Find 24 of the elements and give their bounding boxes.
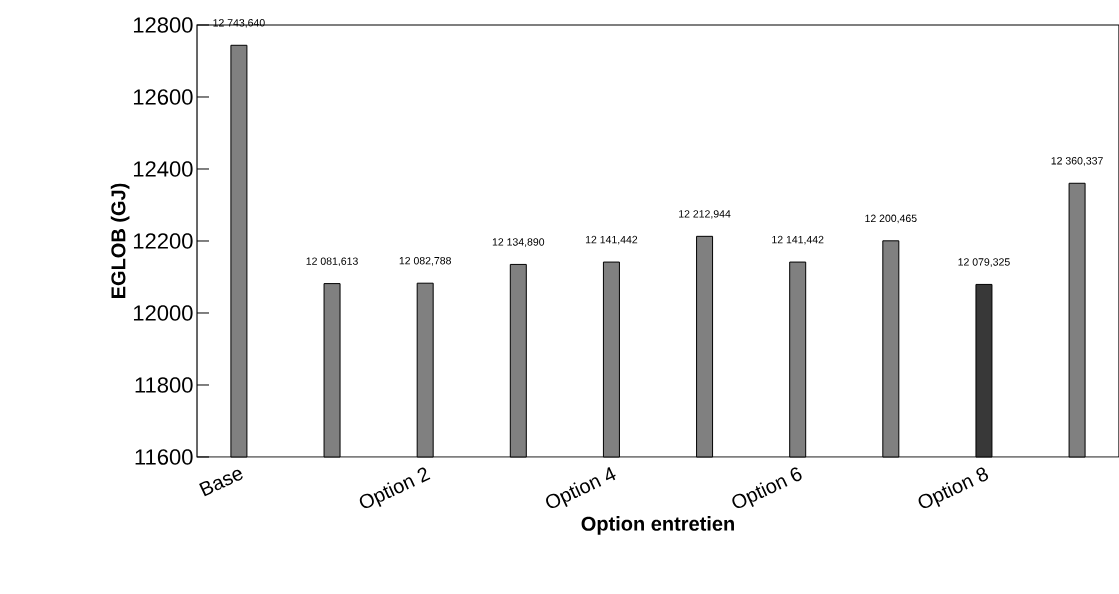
- data-label: 12 082,788: [399, 256, 451, 266]
- x-tick-label: Option 6: [732, 467, 802, 509]
- x-tick-label: Option 2: [359, 467, 431, 509]
- data-label: 12 743,640: [213, 19, 265, 28]
- data-label: 12 141,442: [585, 235, 638, 245]
- y-tick-label: 12200: [133, 233, 193, 249]
- y-tick-label: 12600: [133, 89, 193, 105]
- x-axis-title: Option entretien: [581, 516, 734, 535]
- y-tick-label: 12000: [133, 305, 193, 321]
- y-tick-label: 11600: [135, 449, 193, 465]
- data-label: 12 141,442: [772, 235, 824, 245]
- x-tick-label: Base: [199, 469, 243, 497]
- y-tick-label: 12800: [133, 17, 193, 33]
- y-axis-title: EGLOB (GJ): [110, 183, 130, 298]
- y-tick-label: 12400: [133, 161, 193, 177]
- data-label: 12 134,890: [492, 238, 545, 247]
- data-label: 12 360,337: [1051, 157, 1103, 166]
- y-tick-label: 11800: [135, 377, 193, 393]
- data-label: 12 079,325: [958, 258, 1010, 267]
- data-label: 12 212,944: [679, 210, 731, 219]
- x-tick-label: Option 4: [546, 467, 616, 509]
- x-tick-label: Option 8: [918, 467, 989, 509]
- data-label: 12 081,613: [306, 257, 358, 267]
- data-label: 12 200,465: [865, 214, 917, 224]
